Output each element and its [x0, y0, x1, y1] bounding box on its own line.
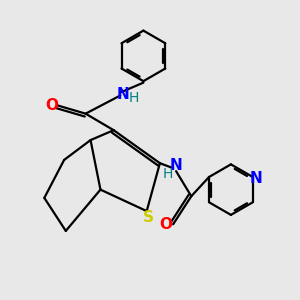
Text: N: N	[170, 158, 182, 173]
Text: O: O	[45, 98, 58, 113]
Text: N: N	[249, 171, 262, 186]
Text: S: S	[143, 209, 154, 224]
Text: H: H	[163, 167, 173, 181]
Text: O: O	[159, 217, 172, 232]
Text: H: H	[128, 92, 139, 106]
Text: N: N	[117, 86, 130, 101]
